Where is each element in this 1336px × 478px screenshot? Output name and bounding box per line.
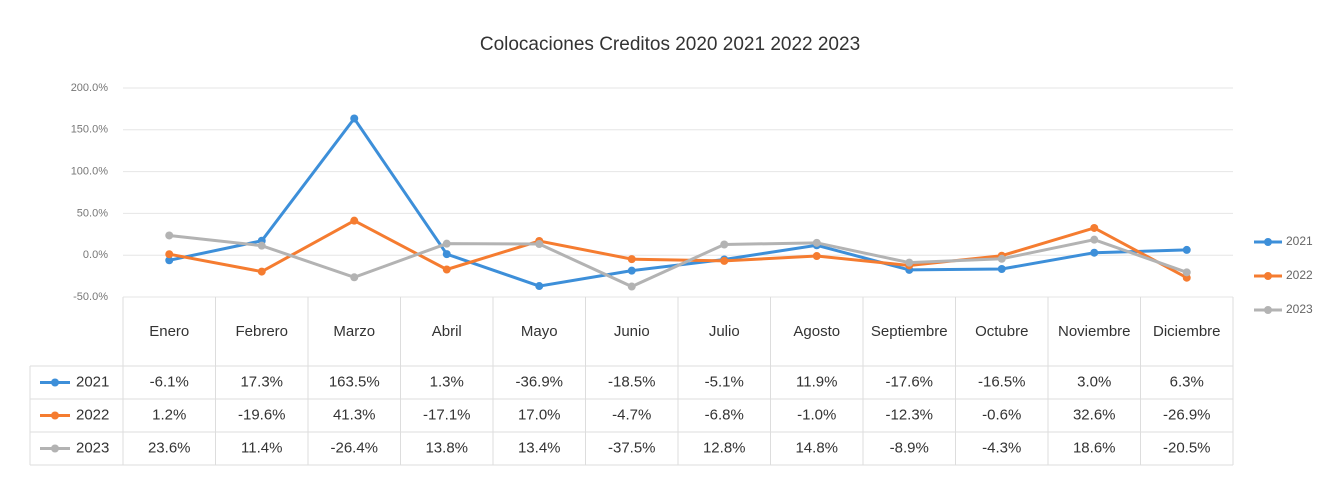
legend-label: 2023 bbox=[1286, 302, 1313, 316]
value-label: 11.9% bbox=[796, 373, 837, 390]
y-tick-label: 200.0% bbox=[71, 82, 109, 94]
value-label: -26.9% bbox=[1163, 406, 1211, 423]
point bbox=[350, 114, 359, 123]
point bbox=[627, 266, 636, 275]
value-label: -8.9% bbox=[890, 439, 929, 456]
point bbox=[257, 241, 266, 250]
point bbox=[1182, 245, 1191, 254]
table-key bbox=[51, 378, 59, 387]
value-label: -4.7% bbox=[612, 406, 651, 423]
point bbox=[1090, 248, 1099, 257]
x-tick-label: Mayo bbox=[520, 322, 558, 340]
x-tick-label: Septiembre bbox=[870, 322, 948, 340]
value-label: 1.2% bbox=[152, 406, 186, 423]
point bbox=[627, 282, 636, 291]
value-label: 163.5% bbox=[329, 373, 380, 390]
point bbox=[905, 258, 914, 267]
value-label: 41.3% bbox=[333, 406, 376, 423]
point bbox=[442, 250, 451, 259]
series-line bbox=[169, 233, 1188, 289]
value-label: 12.8% bbox=[703, 439, 746, 456]
legend-label: 2022 bbox=[1286, 268, 1313, 282]
value-label: 17.3% bbox=[240, 373, 283, 390]
point bbox=[1090, 223, 1099, 232]
value-label: -17.6% bbox=[885, 373, 933, 390]
value-label: 23.6% bbox=[148, 439, 191, 456]
x-tick-label: Julio bbox=[708, 322, 740, 340]
value-label: -19.6% bbox=[238, 406, 286, 423]
value-label: -12.3% bbox=[885, 406, 933, 423]
value-label: 13.4% bbox=[518, 439, 561, 456]
point bbox=[627, 255, 636, 264]
point bbox=[812, 238, 821, 247]
point bbox=[442, 239, 451, 248]
legend-key bbox=[1264, 238, 1272, 246]
point bbox=[535, 282, 544, 291]
y-tick-label: 50.0% bbox=[77, 207, 108, 219]
value-label: -4.3% bbox=[982, 439, 1021, 456]
point bbox=[535, 239, 544, 248]
value-label: -1.0% bbox=[797, 406, 836, 423]
table-key bbox=[51, 411, 59, 420]
value-label: 6.3% bbox=[1170, 373, 1204, 390]
chart-title: Colocaciones Creditos 2020 2021 2022 202… bbox=[480, 34, 860, 55]
x-tick-label: Enero bbox=[149, 322, 190, 340]
value-label: 13.8% bbox=[425, 439, 468, 456]
row-label: 2021 bbox=[76, 373, 109, 390]
value-label: -26.4% bbox=[330, 439, 378, 456]
x-tick-label: Marzo bbox=[333, 322, 376, 340]
point bbox=[997, 264, 1006, 273]
legend-key bbox=[1264, 306, 1272, 314]
point bbox=[720, 256, 729, 265]
x-tick-label: Noviembre bbox=[1057, 322, 1131, 340]
y-tick-label: -50.0% bbox=[73, 291, 108, 303]
point bbox=[165, 231, 174, 240]
point bbox=[442, 265, 451, 274]
point bbox=[257, 267, 266, 276]
value-label: 32.6% bbox=[1073, 406, 1116, 423]
point bbox=[1182, 268, 1191, 277]
x-tick-label: Junio bbox=[613, 322, 650, 340]
x-tick-label: Febrero bbox=[235, 322, 289, 340]
value-label: 11.4% bbox=[241, 439, 282, 456]
y-tick-label: 100.0% bbox=[71, 166, 109, 178]
value-label: -18.5% bbox=[608, 373, 656, 390]
value-label: 17.0% bbox=[518, 406, 561, 423]
legend-key bbox=[1264, 272, 1272, 280]
point bbox=[997, 254, 1006, 263]
y-tick-label: 0.0% bbox=[83, 249, 108, 261]
value-label: -16.5% bbox=[978, 373, 1026, 390]
value-label: 1.3% bbox=[430, 373, 464, 390]
x-tick-label: Octubre bbox=[975, 322, 1029, 340]
point bbox=[720, 240, 729, 249]
value-label: -20.5% bbox=[1163, 439, 1211, 456]
x-tick-label: Diciembre bbox=[1152, 322, 1221, 340]
x-tick-label: Agosto bbox=[793, 322, 841, 340]
value-label: 3.0% bbox=[1077, 373, 1111, 390]
point bbox=[812, 252, 821, 261]
legend-label: 2021 bbox=[1286, 234, 1313, 248]
y-tick-label: 150.0% bbox=[71, 124, 109, 136]
value-label: -6.1% bbox=[150, 373, 189, 390]
point bbox=[350, 216, 359, 225]
value-label: -6.8% bbox=[705, 406, 744, 423]
point bbox=[350, 273, 359, 282]
value-label: -36.9% bbox=[515, 373, 563, 390]
table-key bbox=[51, 444, 59, 453]
point bbox=[1090, 235, 1099, 244]
row-label: 2023 bbox=[76, 439, 109, 456]
series-line bbox=[168, 218, 1188, 280]
value-label: 14.8% bbox=[795, 439, 838, 456]
point bbox=[165, 250, 174, 259]
value-label: -17.1% bbox=[423, 406, 471, 423]
value-label: -5.1% bbox=[705, 373, 744, 390]
point bbox=[165, 256, 174, 265]
value-label: 18.6% bbox=[1073, 439, 1116, 456]
value-label: -0.6% bbox=[982, 406, 1021, 423]
row-label: 2022 bbox=[76, 406, 109, 423]
x-tick-label: Abril bbox=[431, 322, 462, 340]
value-label: -37.5% bbox=[608, 439, 656, 456]
